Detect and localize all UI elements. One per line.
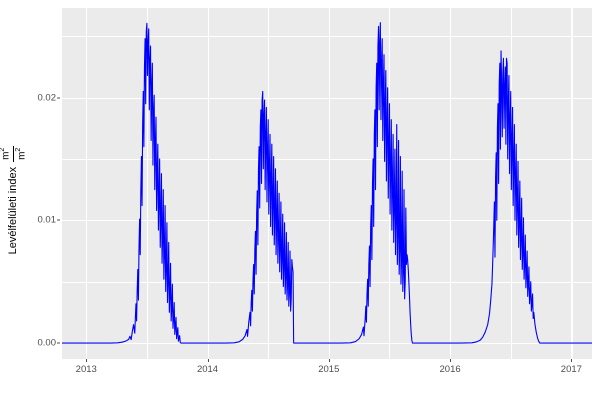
fraction-bar [12, 145, 14, 162]
gridline-major-horizontal [62, 343, 592, 345]
gridline-major-vertical [450, 8, 452, 359]
y-axis-tick-label: 0.02 [37, 92, 57, 104]
plot-panel [62, 8, 592, 359]
x-axis-tick-label: 2014 [196, 364, 219, 375]
x-axis-tick-mark [207, 359, 209, 362]
gridline-minor-vertical [146, 8, 148, 359]
gridline-major-vertical [86, 8, 88, 359]
x-axis-tick-label: 2016 [439, 364, 461, 375]
gridline-major-horizontal [62, 220, 592, 222]
gridline-minor-horizontal [62, 158, 592, 160]
y-axis-unit-numerator: m2 [0, 148, 12, 160]
y-axis-tick-mark [57, 342, 60, 344]
gridline-minor-horizontal [62, 281, 592, 283]
y-axis-tick-label: 0.00 [37, 337, 57, 349]
x-axis-tick-mark [86, 359, 88, 362]
y-axis-tick-mark [57, 97, 60, 99]
x-axis-tick-mark [328, 359, 330, 362]
series-path [62, 22, 592, 344]
gridline-major-vertical [571, 8, 573, 359]
y-axis-title-text: Levélfelületi index [7, 166, 19, 255]
y-axis-tick-label: 0.01 [37, 214, 57, 226]
gridline-major-horizontal [62, 97, 592, 99]
gridline-major-vertical [328, 8, 330, 359]
x-axis-tick-label: 2015 [318, 364, 340, 375]
gridline-major-vertical [207, 8, 209, 359]
gridline-minor-horizontal [62, 36, 592, 37]
x-axis-tick-mark [571, 359, 573, 362]
y-axis-tick-mark [57, 219, 60, 221]
x-axis-tick-mark [450, 359, 452, 362]
x-axis-tick-label: 2013 [75, 364, 97, 375]
y-axis-ticks: 0.00 0.01 0.02 [22, 0, 57, 400]
x-axis-tick-label: 2017 [560, 364, 582, 375]
series-line-levelfeluleti-index [62, 22, 592, 344]
